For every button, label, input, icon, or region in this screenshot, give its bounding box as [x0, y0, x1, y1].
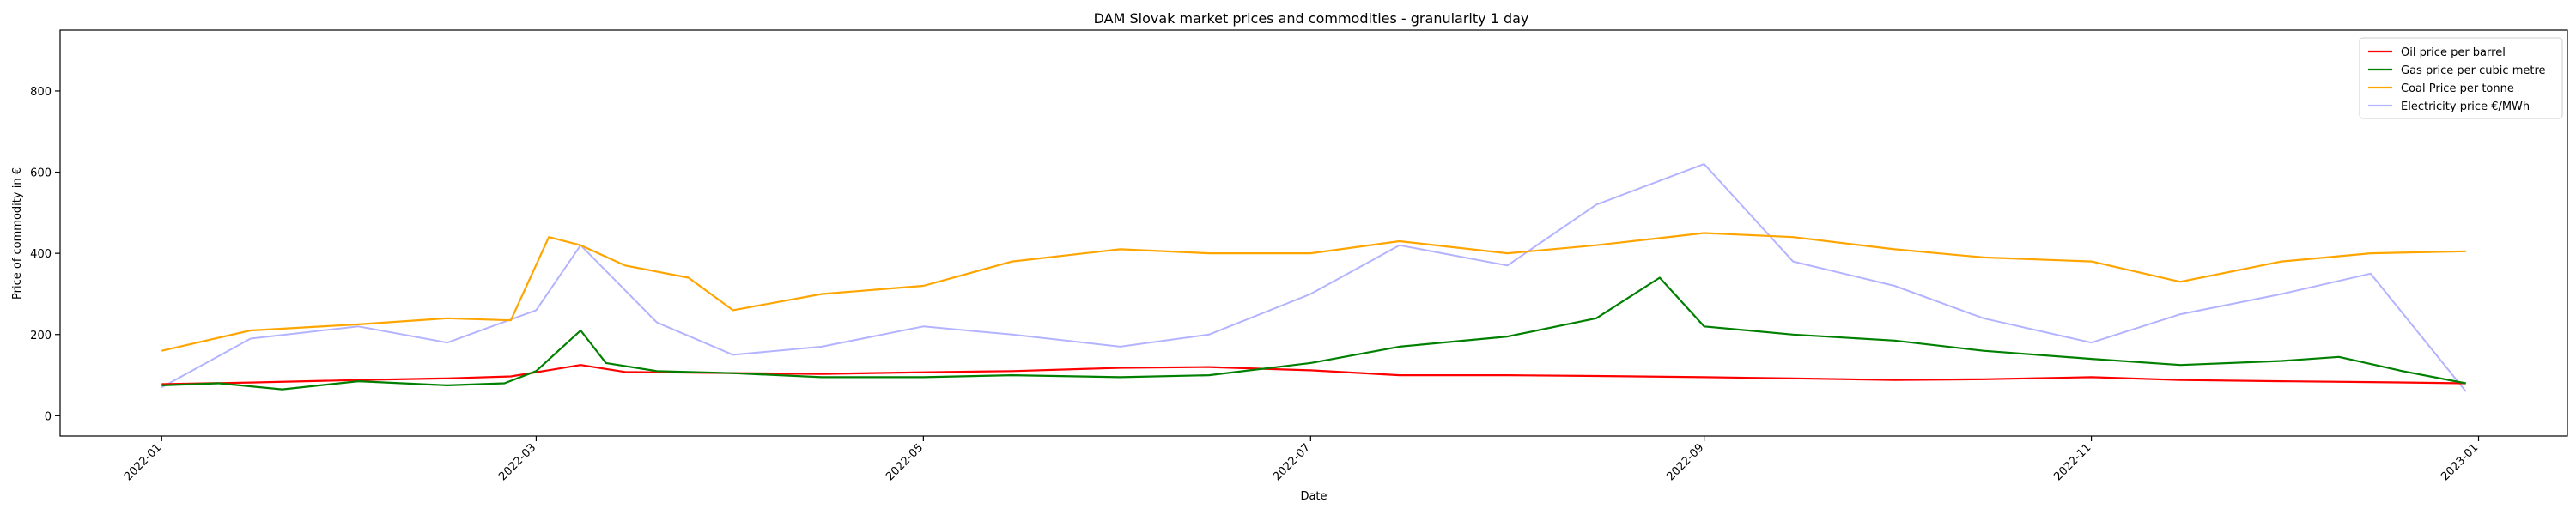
- legend: Oil price per barrel Gas price per cubic …: [2359, 37, 2563, 119]
- legend-entry: Oil price per barrel: [2401, 46, 2506, 59]
- y-tick-label: 600: [30, 167, 52, 180]
- chart-title: DAM Slovak market prices and commodities…: [1094, 10, 1529, 27]
- legend-entry: Coal Price per tonne: [2401, 82, 2514, 95]
- y-tick-label: 200: [30, 330, 52, 342]
- axes: 0 200 400 600 800 2022-01 2022-03 2022-05 2022-0…: [30, 29, 2568, 483]
- x-tick-label: 2022-07: [1271, 441, 1313, 483]
- y-tick-label: 800: [30, 86, 52, 99]
- x-tick-label: 2022-03: [496, 441, 538, 483]
- y-tick-label: 400: [30, 248, 52, 261]
- y-axis-label: Price of commodity in €: [11, 167, 24, 300]
- x-tick-label: 2022-09: [1664, 441, 1706, 483]
- series-line-coal-price-per-tonne: [161, 232, 2466, 352]
- x-tick-label: 2022-11: [2051, 441, 2093, 483]
- plot-area: [161, 163, 2467, 392]
- x-tick-label: 2023-01: [2439, 441, 2481, 483]
- x-tick-label: 2022-05: [884, 441, 926, 483]
- legend-box: [2359, 37, 2563, 119]
- legend-entry: Gas price per cubic metre: [2401, 64, 2546, 77]
- series-line-gas-price-per-cubic-metre: [161, 276, 2466, 391]
- x-axis-label: Date: [1300, 490, 1327, 503]
- y-tick-label: 0: [45, 410, 52, 423]
- x-tick-label: 2022-01: [122, 441, 164, 483]
- plot-frame: [59, 29, 2568, 437]
- series-line-electricity-price-mwh: [161, 163, 2467, 392]
- legend-entry: Electricity price €/MWh: [2401, 100, 2530, 113]
